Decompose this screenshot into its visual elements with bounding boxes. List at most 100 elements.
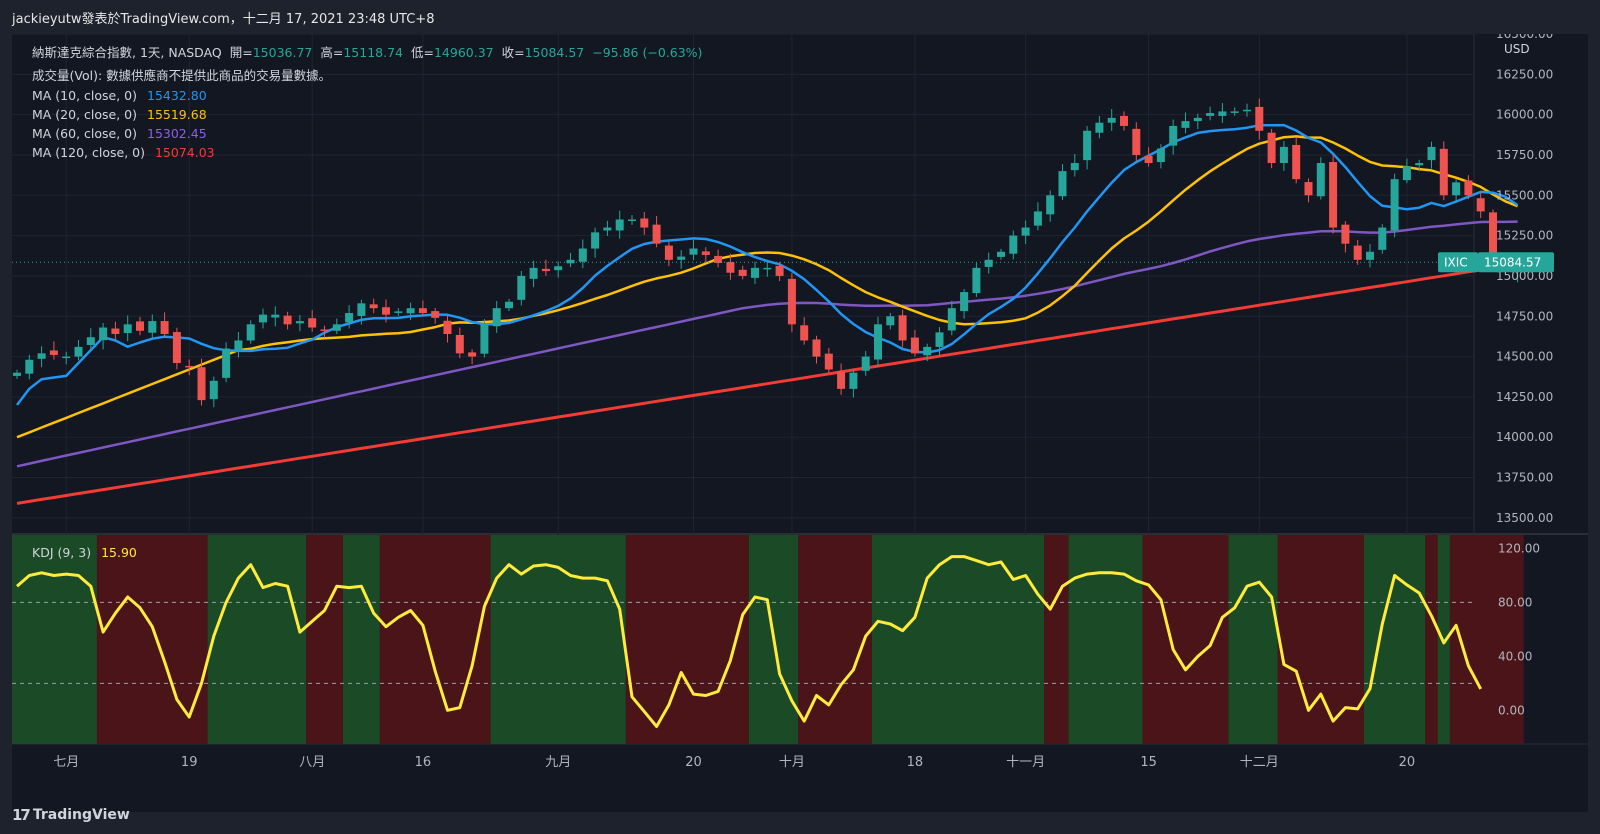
ma-120-value: 15074.03 bbox=[154, 145, 215, 160]
candle-body bbox=[751, 267, 759, 278]
candle-body bbox=[1464, 180, 1473, 196]
candle-body bbox=[1095, 122, 1104, 133]
time-axis-tick: 十一月 bbox=[1006, 755, 1045, 770]
change-value: −95.86 (−0.63%) bbox=[592, 45, 703, 60]
price-axis-tick: 16250.00 bbox=[1496, 67, 1553, 81]
last-price-label: 15084.57 bbox=[1484, 255, 1541, 269]
candle-body bbox=[197, 367, 206, 401]
candle-body bbox=[1107, 117, 1116, 123]
candle-body bbox=[849, 372, 858, 389]
candle-body bbox=[1120, 115, 1128, 126]
candle-body bbox=[861, 356, 870, 371]
kdj-axis-tick: 0.00 bbox=[1498, 703, 1525, 717]
candle-body bbox=[1181, 121, 1190, 128]
candle-body bbox=[13, 372, 21, 376]
chart-svg[interactable]: 0.00 40.00 80.00 120.00 13500.00 13750.00 1400… bbox=[12, 34, 1588, 812]
candle-body bbox=[960, 292, 969, 312]
candle-body bbox=[898, 315, 907, 341]
candle-body bbox=[1366, 251, 1374, 260]
tradingview-logo-icon: 17 bbox=[12, 806, 31, 824]
brand-name: TradingView bbox=[32, 807, 130, 823]
candle-body bbox=[320, 329, 329, 331]
candle-body bbox=[357, 303, 366, 316]
candle-body bbox=[49, 350, 58, 355]
high-label: 高= bbox=[320, 45, 344, 60]
candle-body bbox=[271, 314, 280, 318]
candle-body bbox=[172, 332, 181, 364]
candle-body bbox=[677, 256, 686, 260]
candle-body bbox=[1083, 130, 1092, 161]
price-axis-tick: 14500.00 bbox=[1496, 350, 1553, 364]
candle-body bbox=[480, 324, 489, 354]
time-axis-tick: 19 bbox=[181, 755, 198, 770]
candle-body bbox=[1193, 117, 1202, 122]
candle-body bbox=[824, 353, 833, 370]
candle-body bbox=[591, 232, 600, 249]
candle-body bbox=[837, 371, 846, 389]
ma-120-label: MA (120, close, 0) bbox=[32, 145, 145, 160]
kdj-legend: KDJ (9, 3) 15.90 bbox=[32, 545, 137, 560]
kdj-zone-red bbox=[625, 535, 749, 744]
candle-body bbox=[652, 224, 661, 244]
price-axis-tick: 16500.00 bbox=[1496, 34, 1553, 41]
symbol-line: 納斯達克綜合指數, 1天, NASDAQ bbox=[32, 45, 222, 60]
candle-body bbox=[1255, 106, 1264, 131]
kdj-axis-tick: 120.00 bbox=[1498, 541, 1540, 555]
kdj-axis-tick: 80.00 bbox=[1498, 595, 1532, 609]
candle-body bbox=[1292, 144, 1301, 180]
open-label: 開= bbox=[229, 45, 253, 60]
candle-body bbox=[517, 275, 526, 300]
price-axis-tick: 14250.00 bbox=[1496, 390, 1553, 404]
candle-body bbox=[1390, 179, 1399, 231]
price-axis-tick: 15750.00 bbox=[1496, 148, 1553, 162]
kdj-zone-green bbox=[871, 535, 1045, 744]
candle-body bbox=[578, 248, 587, 262]
candle-body bbox=[640, 218, 649, 228]
kdj-zone-green bbox=[1363, 535, 1426, 744]
candle-body bbox=[935, 332, 944, 347]
candle-body bbox=[185, 365, 194, 368]
candle-body bbox=[468, 352, 477, 357]
candle-body bbox=[234, 340, 243, 351]
candle-body bbox=[246, 324, 255, 341]
candle-body bbox=[1353, 245, 1362, 260]
candle-body bbox=[628, 219, 636, 221]
tradingview-logo[interactable]: 17 TradingView bbox=[12, 806, 130, 824]
candle-body bbox=[886, 316, 895, 326]
candle-body bbox=[308, 318, 317, 328]
candle-body bbox=[86, 337, 95, 345]
candle-body bbox=[74, 346, 83, 357]
candle-body bbox=[62, 356, 71, 359]
kdj-zone-red bbox=[1425, 535, 1438, 744]
candle-body bbox=[283, 315, 292, 325]
kdj-zone-red bbox=[96, 535, 208, 744]
candle-body bbox=[541, 268, 550, 272]
candle-body bbox=[997, 251, 1005, 257]
candle-body bbox=[1316, 163, 1325, 197]
time-axis-tick: 18 bbox=[907, 755, 924, 770]
candle-body bbox=[160, 321, 169, 334]
candle-body bbox=[972, 267, 981, 294]
time-axis-tick: 十月 bbox=[779, 755, 805, 770]
candle-body bbox=[209, 380, 218, 400]
candle-body bbox=[1329, 162, 1338, 228]
candle-body bbox=[345, 313, 354, 323]
candle-body bbox=[1206, 113, 1215, 116]
kdj-zone-green bbox=[207, 535, 307, 744]
candle-body bbox=[812, 339, 821, 357]
candle-body bbox=[1156, 148, 1165, 163]
candle-body bbox=[1132, 128, 1141, 155]
price-axis-tick: 16000.00 bbox=[1496, 108, 1553, 122]
ma-20-label: MA (20, close, 0) bbox=[32, 107, 138, 122]
ma-10-value: 15432.80 bbox=[147, 88, 207, 103]
price-axis-tick: 14000.00 bbox=[1496, 430, 1553, 444]
candle-body bbox=[947, 308, 956, 331]
candle-body bbox=[689, 248, 698, 255]
candle-body bbox=[615, 219, 624, 231]
currency-box bbox=[1500, 40, 1538, 58]
candle-body bbox=[664, 245, 673, 260]
close-label: 收= bbox=[501, 45, 525, 60]
ma-60-value: 15302.45 bbox=[147, 126, 207, 141]
kdj-zone-green bbox=[1228, 535, 1278, 744]
kdj-zone-red bbox=[306, 535, 343, 744]
